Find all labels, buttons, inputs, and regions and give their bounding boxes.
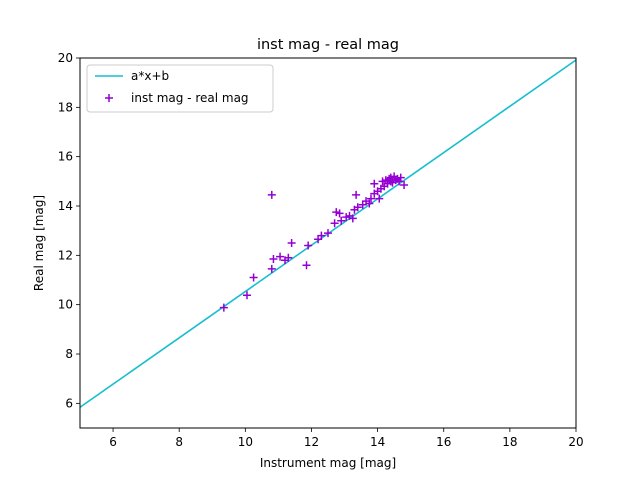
- data-point: [335, 209, 344, 218]
- y-tick-label: 6: [65, 396, 73, 410]
- legend-marker-swatch: [105, 94, 113, 102]
- legend-plus-marker: [105, 94, 113, 102]
- data-point: [317, 231, 326, 240]
- data-point: [267, 264, 276, 273]
- data-point: [242, 291, 251, 300]
- data-point: [375, 194, 384, 203]
- x-axis-label: Instrument mag [mag]: [260, 456, 396, 470]
- y-tick-label: 16: [58, 150, 73, 164]
- data-point: [337, 216, 346, 225]
- legend-box: [86, 64, 274, 113]
- x-tick-label: 8: [175, 435, 183, 449]
- data-point: [370, 179, 379, 188]
- data-point: [400, 181, 409, 190]
- y-tick-label: 12: [58, 248, 73, 262]
- data-point: [365, 199, 374, 208]
- data-point: [395, 177, 404, 186]
- plot-area: [80, 58, 576, 428]
- y-tick-label: 18: [58, 100, 73, 114]
- data-point: [267, 190, 276, 199]
- x-tick-label: 6: [109, 435, 117, 449]
- data-point: [219, 303, 228, 312]
- plot-content: [79, 59, 577, 408]
- data-point: [249, 273, 258, 282]
- x-tick-label: 12: [304, 435, 319, 449]
- plot-frame: [79, 57, 577, 429]
- x-tick-label: 18: [502, 435, 517, 449]
- data-point: [269, 255, 278, 264]
- y-axis: 6 8 10 12 14 16 18 20: [58, 51, 80, 410]
- x-tick-label: 14: [370, 435, 385, 449]
- chart-title: inst mag - real mag: [257, 37, 399, 53]
- data-point: [386, 177, 395, 186]
- data-point: [348, 214, 357, 223]
- data-point: [276, 252, 285, 261]
- data-point: [353, 203, 362, 212]
- y-tick-label: 10: [58, 298, 73, 312]
- data-point: [284, 253, 293, 262]
- legend-line-label: a*x+b: [131, 69, 169, 83]
- data-point: [352, 190, 361, 199]
- legend-scatter-label: inst mag - real mag: [131, 91, 249, 105]
- data-point: [366, 194, 375, 203]
- x-tick-label: 20: [568, 435, 583, 449]
- data-point: [381, 176, 390, 185]
- data-point: [304, 241, 313, 250]
- x-tick-label: 10: [238, 435, 253, 449]
- y-tick-label: 20: [58, 51, 73, 65]
- x-tick-label: 16: [436, 435, 451, 449]
- data-point: [330, 219, 339, 228]
- y-tick-label: 8: [65, 347, 73, 361]
- y-axis-label: Real mag [mag]: [32, 195, 46, 291]
- data-point: [396, 173, 405, 182]
- data-point: [287, 239, 296, 247]
- x-axis: 6 8 10 12 14 16 18 20: [109, 428, 584, 449]
- data-point: [302, 261, 311, 270]
- data-point: [324, 229, 332, 238]
- legend: a*x+b inst mag - real mag: [86, 64, 274, 113]
- y-tick-label: 14: [58, 199, 73, 213]
